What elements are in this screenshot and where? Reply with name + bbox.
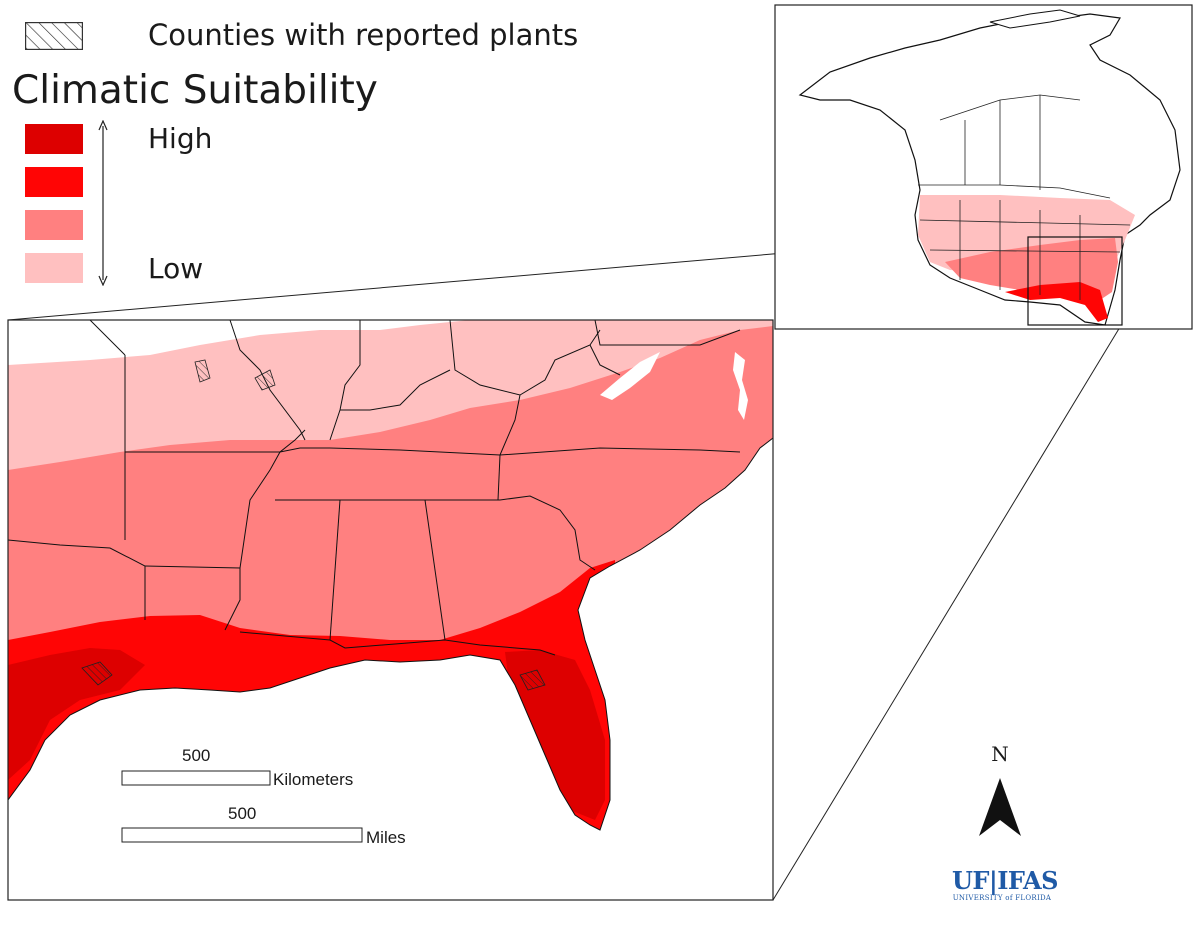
hatch-swatch <box>25 22 83 50</box>
inset-map <box>775 5 1192 329</box>
zone-none-appalachia <box>600 352 660 400</box>
reported-counties <box>81 359 546 691</box>
swatch-mid-low <box>25 210 83 240</box>
county-hatch-missouri-1 <box>194 359 211 383</box>
suitability-arrow <box>98 120 108 286</box>
inset-map-frame <box>774 4 1193 330</box>
inset-boundaries <box>918 94 1131 300</box>
swatch-low <box>25 253 83 283</box>
county-hatch-florida <box>519 669 546 691</box>
logo-sub: UNIVERSITY of FLORIDA <box>952 894 1052 902</box>
water-chesapeake <box>733 352 748 420</box>
north-label: N <box>991 742 1009 766</box>
north-arrow-icon <box>979 778 1021 836</box>
north-arrow: N <box>975 742 1025 840</box>
level-label-low: Low <box>148 252 204 285</box>
scale-km-value: 500 <box>182 746 211 765</box>
swatch-mid-high <box>25 167 83 197</box>
swatch-high <box>25 124 83 154</box>
inset-zoom-box <box>1027 236 1123 326</box>
hatch-legend-label: Counties with reported plants <box>148 18 579 52</box>
county-hatch-texas <box>81 661 113 686</box>
scale-bar-km <box>121 770 271 786</box>
zone-highest-florida <box>505 650 605 820</box>
uf-ifas-logo: UF|IFAS UNIVERSITY of FLORIDA <box>952 866 1059 903</box>
inset-zone-high <box>1005 282 1108 322</box>
scale-bar-mi <box>121 827 363 843</box>
state-boundaries <box>8 320 741 656</box>
logo-main: UF|IFAS <box>952 866 1059 895</box>
level-label-high: High <box>148 122 213 155</box>
legend-title: Climatic Suitability <box>12 68 378 113</box>
county-hatch-missouri-2 <box>254 369 276 391</box>
zone-highest-texas <box>8 648 145 780</box>
scale-km-unit: Kilometers <box>273 770 354 789</box>
scale-mi-unit: Miles <box>366 828 406 847</box>
main-map-frame <box>7 319 774 901</box>
main-map <box>8 320 773 900</box>
coastline <box>8 437 773 831</box>
scale-mi-value: 500 <box>228 804 257 823</box>
